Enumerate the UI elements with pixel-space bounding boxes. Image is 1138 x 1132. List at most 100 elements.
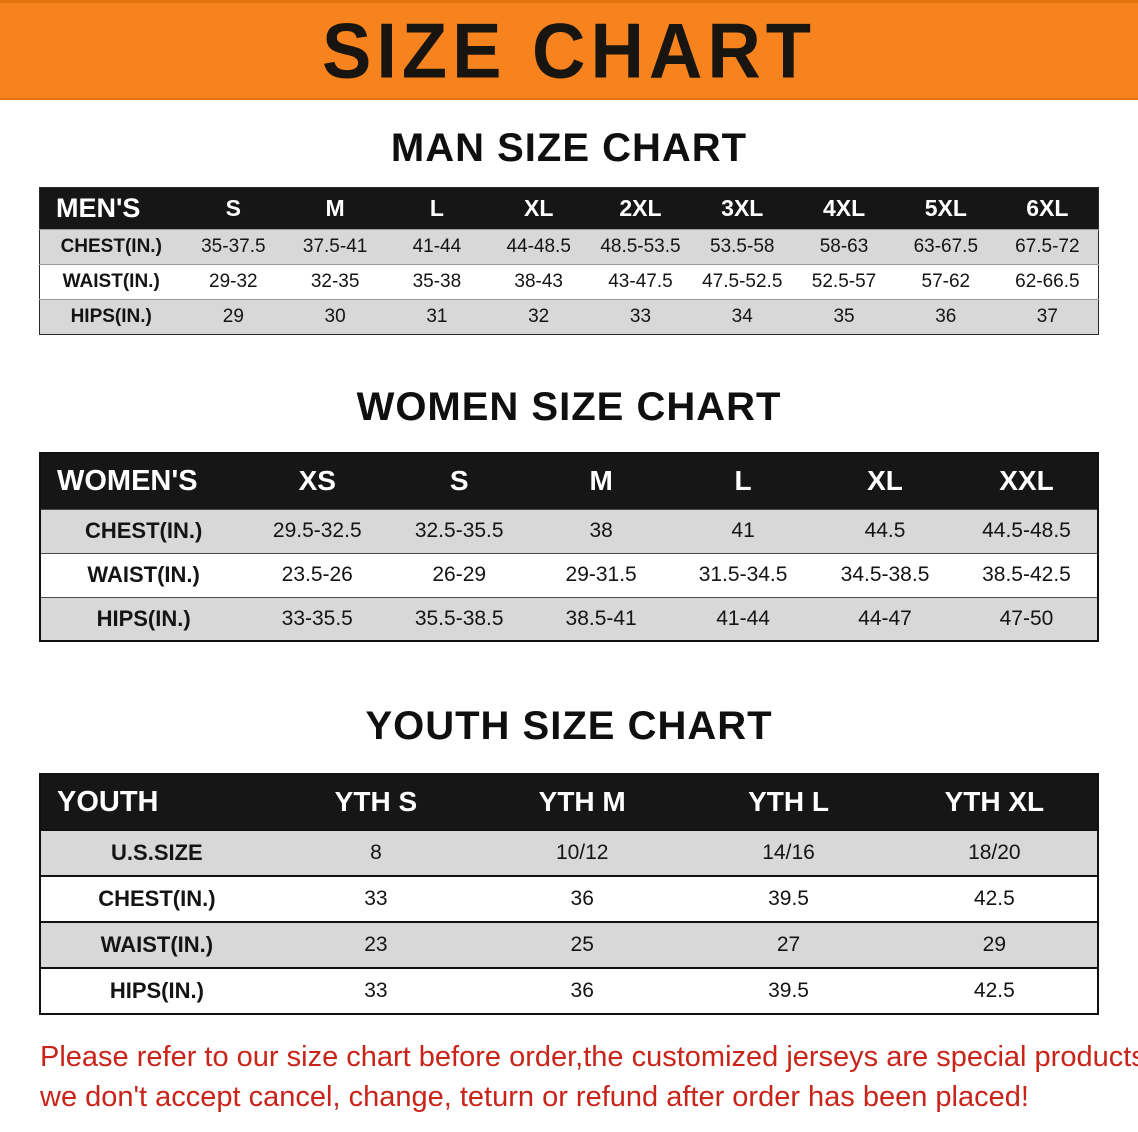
table-row: HIPS(IN.) 29 30 31 32 33 34 35 36 37 [39,299,1099,335]
size-value: 48.5-53.5 [589,229,692,265]
row-label: WAIST(IN.) [40,921,273,968]
table-row: CHEST(IN.) 29.5-32.5 32.5-35.5 38 41 44.5 44.5… [40,508,1098,553]
size-value: 44.5 [814,508,956,553]
section-title-youth: YOUTH SIZE CHART [365,704,773,748]
table-row: HIPS(IN.) 33 36 39.5 42.5 [40,967,1098,1014]
table-header-row: WOMEN'S XS S M L XL XXL [40,453,1098,509]
size-value: 44-47 [814,596,956,641]
size-value: 62-66.5 [996,264,1099,300]
table-row: CHEST(IN.) 35-37.5 37.5-41 41-44 44-48.5 48.5… [39,229,1099,265]
table-row: HIPS(IN.) 33-35.5 35.5-38.5 38.5-41 41-44 44-… [40,596,1098,641]
size-value: 29 [182,299,285,335]
size-value: 31 [386,299,488,335]
column-header: 2XL [589,187,692,230]
table-header-row: YOUTH YTH S YTH M YTH L YTH XL [40,774,1098,830]
row-label: U.S.SIZE [40,829,273,876]
size-value: 38-43 [487,264,590,300]
size-value: 14/16 [685,829,892,876]
table-title-cell: MEN'S [39,187,183,230]
size-value: 41 [672,508,815,553]
row-label: WAIST(IN.) [39,264,183,300]
size-value: 42.5 [891,967,1098,1014]
footer-notice: Please refer to our size chart before or… [40,1037,1138,1117]
size-value: 34.5-38.5 [814,552,956,597]
column-header: XXL [955,453,1098,509]
column-header: 5XL [894,187,997,230]
table-title-cell: YOUTH [40,774,273,830]
size-value: 18/20 [891,829,1098,876]
size-value: 29-31.5 [530,552,673,597]
size-value: 39.5 [685,875,892,922]
section-youth: YOUTH SIZE CHART YOUTH YTH S YTH M YTH L YTH… [0,704,1138,1015]
banner: SIZE CHART [0,0,1138,100]
size-value: 36 [479,875,686,922]
size-value: 47-50 [955,596,1098,641]
column-header: XL [814,453,956,509]
size-value: 44-48.5 [487,229,590,265]
page-title: SIZE CHART [322,6,816,95]
column-header: L [672,453,815,509]
row-label: HIPS(IN.) [39,299,183,335]
table-row: WAIST(IN.) 23 25 27 29 [40,921,1098,968]
size-value: 53.5-58 [691,229,794,265]
size-value: 38.5-41 [530,596,673,641]
youth-size-table: YOUTH YTH S YTH M YTH L YTH XL U.S.SIZE 8 10/12… [39,773,1099,1015]
size-value: 33 [272,875,480,922]
section-men: MAN SIZE CHART MEN'S S M L XL 2XL 3XL 4XL 5XL 6XL… [0,126,1138,335]
table-title-cell: WOMEN'S [40,453,247,509]
size-value: 36 [894,299,997,335]
size-value: 35.5-38.5 [388,596,531,641]
table-row: WAIST(IN.) 29-32 32-35 35-38 38-43 43-47.5 47.… [39,264,1099,300]
size-value: 38.5-42.5 [955,552,1098,597]
size-value: 38 [530,508,673,553]
size-value: 8 [272,829,480,876]
size-value: 29 [891,921,1098,968]
section-women: WOMEN SIZE CHART WOMEN'S XS S M L XL XXL CHEST(… [0,385,1138,642]
size-value: 35 [793,299,895,335]
column-header: XS [246,453,389,509]
column-header: 3XL [691,187,794,230]
size-value: 41-44 [386,229,488,265]
size-value: 35-38 [386,264,488,300]
row-label: HIPS(IN.) [40,967,273,1014]
column-header: 4XL [793,187,895,230]
size-value: 10/12 [479,829,686,876]
size-value: 37.5-41 [284,229,387,265]
size-value: 47.5-52.5 [691,264,794,300]
size-value: 34 [691,299,794,335]
size-value: 63-67.5 [894,229,997,265]
table-row: U.S.SIZE 8 10/12 14/16 18/20 [40,829,1098,876]
column-header: XL [487,187,590,230]
size-value: 33 [589,299,692,335]
row-label: CHEST(IN.) [40,508,247,553]
size-value: 25 [479,921,686,968]
column-header: YTH M [479,774,686,830]
table-header-row: MEN'S S M L XL 2XL 3XL 4XL 5XL 6XL [39,187,1099,230]
column-header: M [284,187,387,230]
men-size-table: MEN'S S M L XL 2XL 3XL 4XL 5XL 6XL CHEST(IN.) 35-37… [39,187,1099,335]
column-header: YTH L [685,774,892,830]
size-value: 39.5 [685,967,892,1014]
size-value: 33 [272,967,480,1014]
row-label: CHEST(IN.) [39,229,183,265]
size-value: 26-29 [388,552,531,597]
size-value: 32.5-35.5 [388,508,531,553]
column-header: S [182,187,285,230]
size-value: 27 [685,921,892,968]
row-label: WAIST(IN.) [40,552,247,597]
size-value: 57-62 [894,264,997,300]
size-value: 43-47.5 [589,264,692,300]
section-title-men: MAN SIZE CHART [390,126,748,170]
row-label: CHEST(IN.) [40,875,273,922]
notice-line-1: Please refer to our size chart before or… [40,1041,1138,1073]
size-value: 44.5-48.5 [955,508,1098,553]
column-header: YTH S [272,774,480,830]
table-row: WAIST(IN.) 23.5-26 26-29 29-31.5 31.5-34.5 34… [40,552,1098,597]
column-header: M [530,453,673,509]
size-value: 31.5-34.5 [672,552,815,597]
size-value: 32-35 [284,264,387,300]
size-value: 33-35.5 [246,596,389,641]
table-row: CHEST(IN.) 33 36 39.5 42.5 [40,875,1098,922]
column-header: YTH XL [891,774,1098,830]
